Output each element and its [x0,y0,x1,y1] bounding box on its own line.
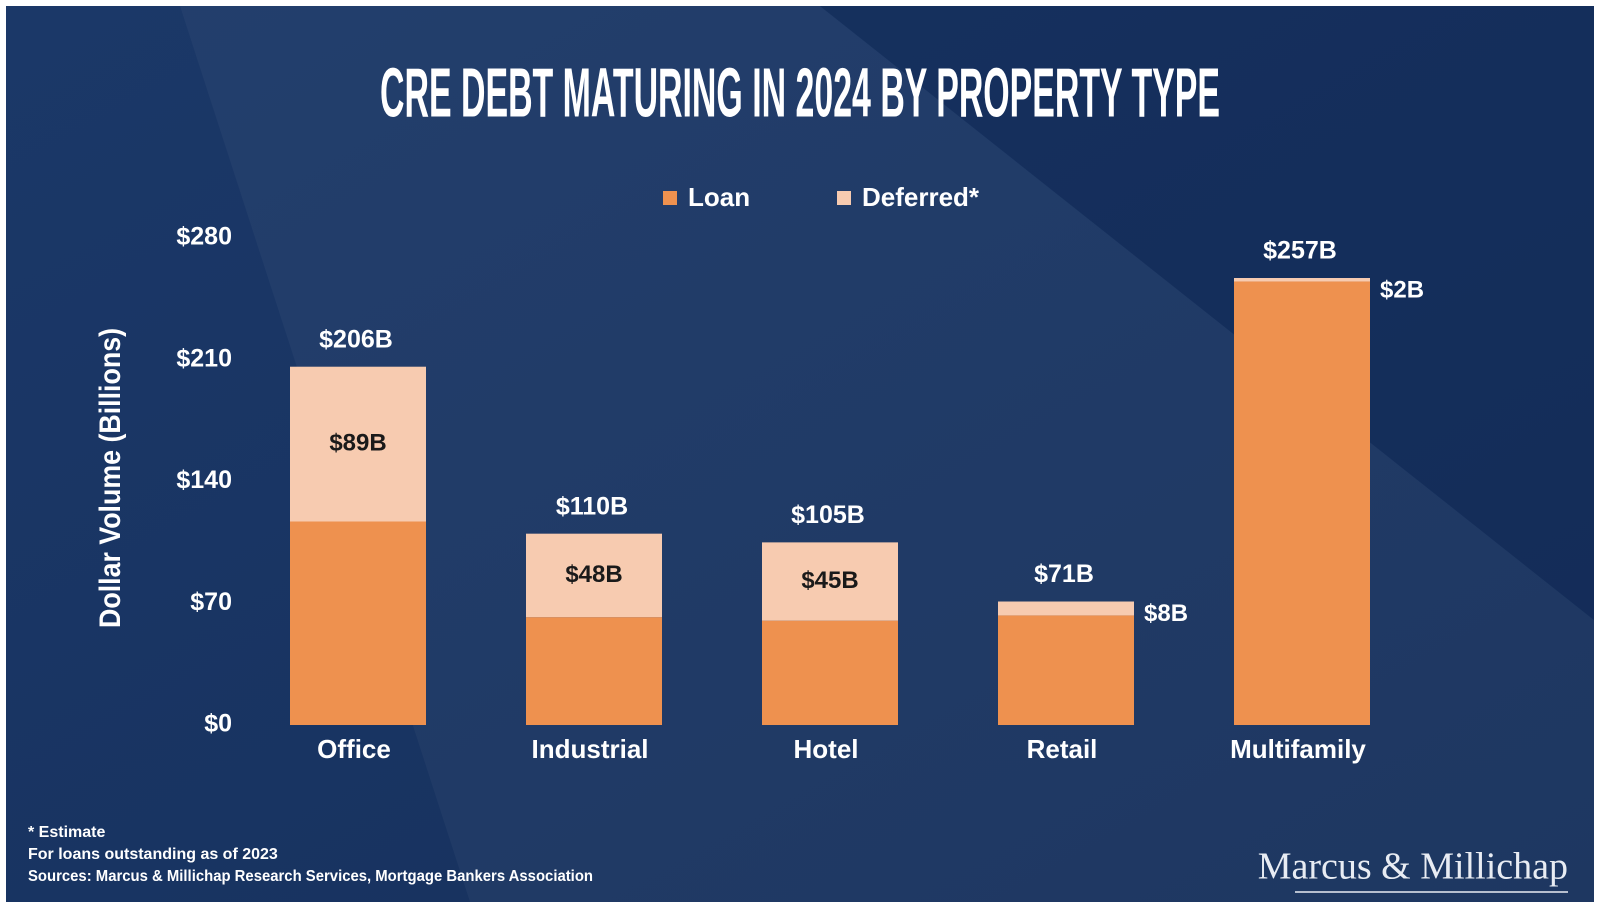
segment-label: $2B [1380,276,1424,303]
segment-label: $48B [565,561,622,588]
y-tick-label: $0 [204,710,232,738]
legend-swatch [663,191,677,205]
segment-label: $45B [801,567,858,594]
chart-title: CRE DEBT MATURING IN 2024 BY PROPERTY TY… [380,53,1220,131]
footnote: * Estimate [28,824,105,841]
legend-swatch [837,191,851,205]
y-tick-label: $70 [190,588,232,616]
total-label: $257B [1263,237,1337,265]
bar-segment [526,617,662,725]
bar-segment [1234,278,1370,282]
x-tick-label: Office [317,734,391,764]
total-label: $206B [319,325,393,353]
x-tick-label: Industrial [531,734,648,764]
footnote: For loans outstanding as of 2023 [28,846,278,863]
legend-label: Loan [688,182,750,212]
segment-label: $89B [329,429,386,456]
segment-label: $8B [1144,600,1188,627]
x-tick-label: Retail [1027,734,1098,764]
bar-segment [526,533,662,618]
bar-segment [762,620,898,725]
y-tick-label: $210 [176,344,232,372]
total-label: $71B [1034,560,1094,588]
logo: Marcus & Millichap [1258,846,1568,888]
bar-segment [290,366,426,522]
bar-segment [762,542,898,621]
background-shape [820,6,1594,620]
x-tick-label: Hotel [794,734,859,764]
y-tick-label: $140 [176,466,232,494]
bar-segment [290,521,426,725]
footnote: Sources: Marcus & Millichap Research Ser… [28,868,593,885]
x-tick-label: Multifamily [1230,734,1366,764]
bar-segment [998,601,1134,616]
legend-label: Deferred* [862,182,980,212]
y-tick-label: $280 [176,223,232,251]
total-label: $110B [556,492,628,520]
total-label: $105B [791,501,865,529]
y-axis-label: Dollar Volume (Billions) [94,328,127,628]
bar-segment [1234,281,1370,725]
bar-segment [998,615,1134,725]
